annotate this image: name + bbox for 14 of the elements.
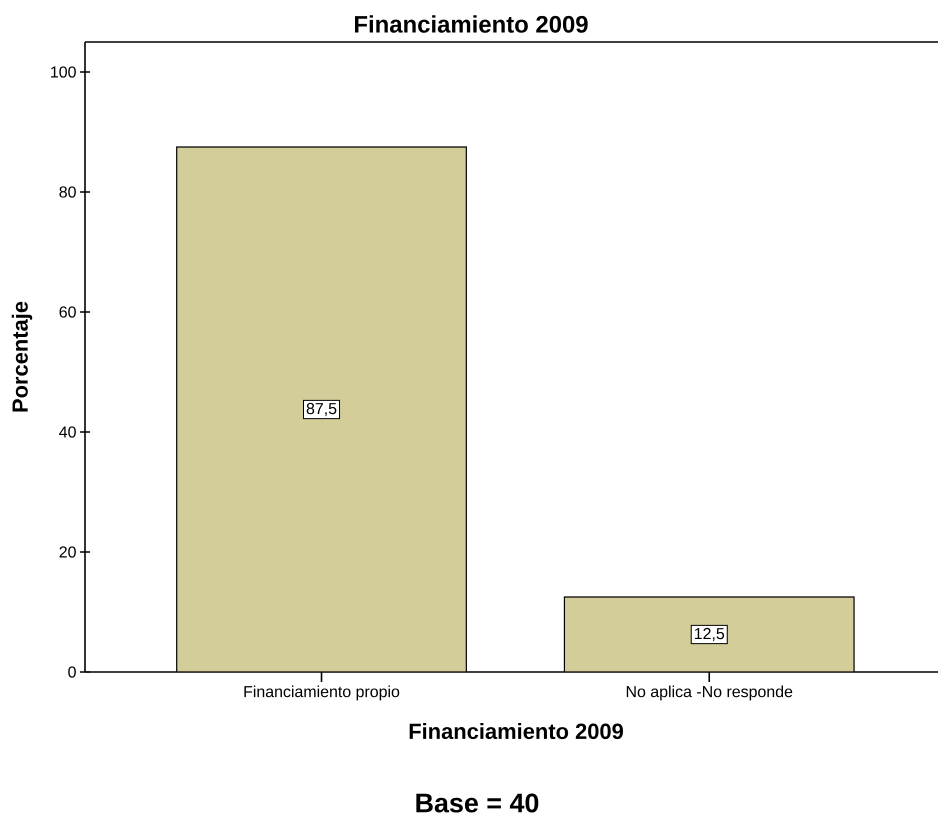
y-tick-label: 60 (60, 306, 76, 318)
y-tick-label: 0 (68, 666, 76, 678)
y-tick-label: 20 (60, 546, 76, 558)
y-axis-title: Porcentaje (12, 302, 32, 412)
chart-title: Financiamiento 2009 (354, 15, 588, 33)
data-label: 12,5 (694, 628, 724, 642)
x-tick-label: Financiamiento propio (244, 686, 400, 700)
x-axis-title: Financiamiento 2009 (410, 722, 623, 740)
y-tick-label: 100 (51, 66, 76, 78)
y-tick-label: 80 (59, 186, 76, 198)
text: Base = 40 (416, 793, 538, 813)
x-tick-label: No aplica -No responde (626, 686, 792, 700)
data-label: 87,5 (306, 402, 336, 416)
y-tick-label: 40 (59, 426, 76, 438)
